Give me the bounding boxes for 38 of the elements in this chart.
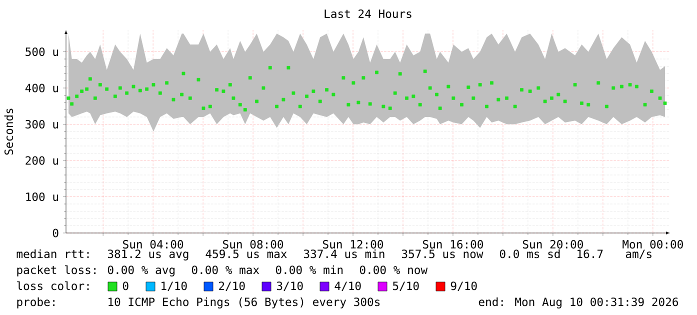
text: 10 ICMP Echo Pings (56 Bytes) every 300s [108, 297, 380, 308]
legend-title: loss color: [17, 281, 89, 290]
text: 0.00 % max [192, 266, 260, 274]
text: packet loss: [17, 265, 96, 276]
x-tick-label: Sun 20:00 [522, 240, 583, 249]
y-tick-label: 200 u [26, 156, 58, 165]
text: 0.00 % min [276, 265, 343, 274]
chart-title: Last 24 Hours [324, 9, 412, 18]
text: probe: [17, 297, 54, 308]
text: am/s [626, 250, 652, 260]
text: 381.2 us avg [108, 250, 188, 260]
x-tick-label: Sun 12:00 [323, 240, 384, 249]
text: 0.00 % avg [108, 266, 175, 276]
y-tick-label: 0 [52, 228, 58, 238]
legend-label: 5/10 [393, 282, 419, 292]
y-tick-label: 300 u [26, 120, 58, 129]
text: 0.00 % now [360, 266, 428, 274]
legend-label: 3/10 [276, 282, 303, 292]
legend-label: 2/10 [219, 282, 245, 292]
x-tick-label: Mon 00:00 [622, 240, 683, 249]
text: 357.5 us now [402, 250, 484, 258]
text: median rtt: [16, 249, 89, 258]
text: 0.0 ms sd [500, 249, 560, 258]
x-tick-label: Sun 16:00 [422, 240, 484, 249]
legend-label: 0 [122, 282, 128, 290]
text: end: Mon Aug 10 00:31:39 2026 [478, 297, 678, 308]
text: 459.5 us max [206, 250, 287, 258]
x-tick-label: Sun 04:00 [123, 240, 184, 249]
legend-label: 9/10 [450, 282, 477, 292]
legend-label: 4/10 [334, 282, 361, 292]
y-tick-label: 400 u [25, 84, 58, 92]
y-tick-label: 100 u [26, 192, 58, 202]
legend-label: 1/10 [162, 282, 187, 292]
y-axis-title: Seconds [4, 108, 14, 155]
x-tick-label: Sun 08:00 [223, 240, 284, 249]
text: 16.7 [578, 250, 603, 258]
text: 337.4 us min [304, 249, 384, 258]
y-tick-label: 500 u [26, 47, 58, 56]
